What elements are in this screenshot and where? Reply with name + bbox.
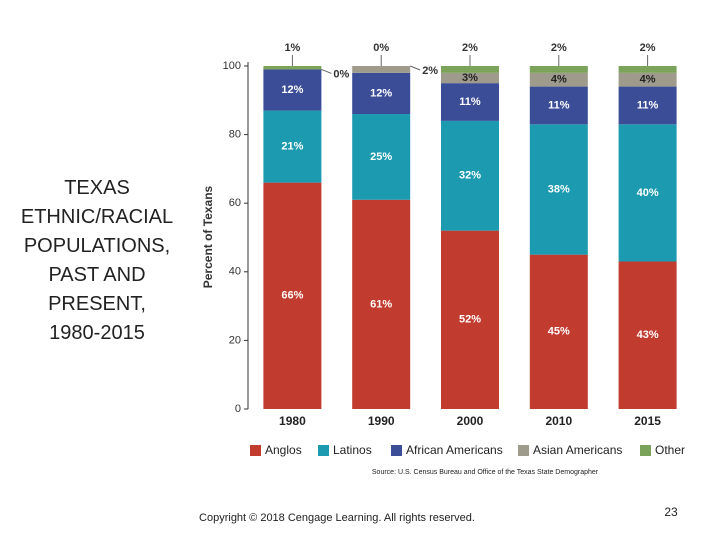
bar-segment <box>352 199 411 409</box>
bar-segment <box>618 261 677 409</box>
value-label: 0% <box>333 68 349 80</box>
value-label: 3% <box>462 72 478 84</box>
title-line: POPULATIONS, <box>23 235 171 257</box>
value-label: 2% <box>551 42 567 54</box>
value-label: 11% <box>637 99 659 111</box>
bar-segment <box>352 72 411 115</box>
bar-segment <box>441 66 499 73</box>
y-tick-label: 80 <box>229 129 241 141</box>
value-label: 61% <box>370 298 392 310</box>
x-tick-label: 1990 <box>368 414 395 428</box>
leader-line <box>410 65 421 71</box>
title-line: ETHNIC/RACIAL <box>20 206 174 228</box>
bar-segment <box>263 182 322 409</box>
y-axis-label: Percent of Texans <box>201 185 215 288</box>
x-tick-label: 2015 <box>634 414 661 428</box>
y-tick-label: 60 <box>229 197 241 209</box>
slide-title: TEXAS ETHNIC/RACIAL POPULATIONS, PAST AND PR… <box>0 174 194 348</box>
value-label: 21% <box>281 141 303 153</box>
value-label: 45% <box>548 326 570 338</box>
value-label: 38% <box>548 183 570 195</box>
bar-segment <box>618 72 677 87</box>
legend-swatch <box>640 445 651 456</box>
value-label: 1% <box>284 42 300 54</box>
bar-segment <box>352 66 411 73</box>
bar-segment <box>529 66 588 73</box>
value-label: 2% <box>640 42 656 54</box>
value-label: 40% <box>637 187 659 199</box>
leader-line <box>321 68 332 74</box>
legend-label: Other <box>655 443 685 457</box>
legend-swatch <box>250 445 261 456</box>
y-tick-label: 20 <box>229 334 241 346</box>
bar-segment <box>352 114 411 200</box>
legend-swatch <box>391 445 402 456</box>
value-label: 0% <box>373 42 389 54</box>
source-note: Source: U.S. Census Bureau and Office of… <box>372 469 599 476</box>
value-label: 32% <box>459 170 481 182</box>
value-label: 25% <box>370 151 392 163</box>
page-number: 23 <box>664 505 678 519</box>
x-tick-label: 1980 <box>279 414 306 428</box>
value-label: 52% <box>459 314 481 326</box>
value-label: 43% <box>637 329 659 341</box>
bar-segment <box>263 69 322 111</box>
title-line: 1980-2015 <box>49 322 145 344</box>
bar-segment <box>618 124 677 262</box>
bar-segment <box>441 230 499 409</box>
legend-swatch <box>318 445 329 456</box>
title-line: PRESENT, <box>48 293 146 315</box>
y-tick-label: 40 <box>229 266 241 278</box>
legend-swatch <box>518 445 529 456</box>
bar-segment <box>441 72 499 84</box>
bar-segment <box>441 83 499 121</box>
copyright: Copyright © 2018 Cengage Learning. All r… <box>199 512 475 524</box>
legend-label: Asian Americans <box>533 443 622 457</box>
x-tick-label: 2010 <box>545 414 572 428</box>
bar-segment <box>529 86 588 125</box>
value-label: 12% <box>281 84 303 96</box>
value-label: 4% <box>640 74 656 86</box>
value-label: 66% <box>281 290 303 302</box>
bar-segment <box>618 86 677 125</box>
bar-segment <box>263 110 322 183</box>
value-label: 12% <box>370 87 392 99</box>
bar-segment <box>263 66 322 70</box>
bar-segment <box>529 72 588 87</box>
value-label: 2% <box>462 42 478 54</box>
legend-label: African Americans <box>406 443 503 457</box>
bar-segment <box>529 254 588 409</box>
y-tick-label: 0 <box>235 403 241 415</box>
bar-segment <box>529 124 588 255</box>
value-label: 2% <box>422 65 438 77</box>
value-label: 11% <box>459 96 481 108</box>
value-label: 4% <box>551 74 567 86</box>
title-line: TEXAS <box>64 177 130 199</box>
bar-segment <box>618 66 677 73</box>
y-tick-label: 100 <box>223 60 241 72</box>
value-label: 11% <box>548 99 570 111</box>
legend-label: Latinos <box>333 443 372 457</box>
legend-label: Anglos <box>265 443 302 457</box>
bar-segment <box>441 120 499 231</box>
title-line: PAST AND <box>48 264 146 286</box>
x-tick-label: 2000 <box>457 414 484 428</box>
